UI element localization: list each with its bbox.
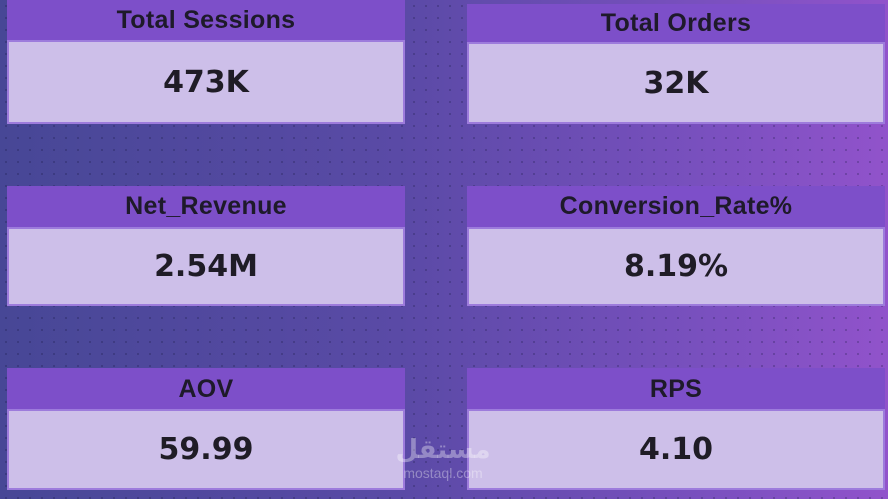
kpi-value: 8.19% bbox=[467, 227, 885, 306]
kpi-title: Net_Revenue bbox=[7, 186, 405, 227]
kpi-value: 32K bbox=[467, 42, 885, 124]
kpi-value: 2.54M bbox=[7, 227, 405, 306]
kpi-title: RPS bbox=[467, 368, 885, 410]
kpi-value: 59.99 bbox=[7, 409, 405, 490]
kpi-value: 4.10 bbox=[467, 409, 885, 490]
kpi-value: 473K bbox=[7, 40, 405, 124]
kpi-card: Total Sessions 473K bbox=[7, 0, 405, 124]
kpi-title: Total Sessions bbox=[7, 0, 405, 40]
kpi-card: RPS 4.10 bbox=[467, 368, 885, 490]
kpi-card: AOV 59.99 bbox=[7, 368, 405, 490]
kpi-title: Conversion_Rate% bbox=[467, 186, 885, 227]
kpi-title: Total Orders bbox=[467, 4, 885, 42]
kpi-card: Net_Revenue 2.54M bbox=[7, 186, 405, 306]
kpi-title: AOV bbox=[7, 368, 405, 410]
kpi-card: Conversion_Rate% 8.19% bbox=[467, 186, 885, 306]
kpi-card: Total Orders 32K bbox=[467, 4, 885, 124]
